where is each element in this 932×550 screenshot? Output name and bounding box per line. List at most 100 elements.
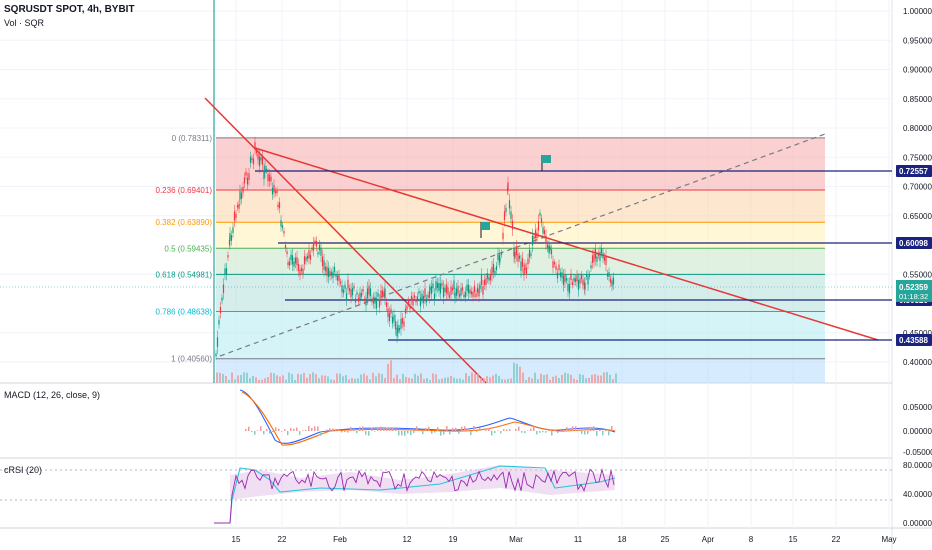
candle-body <box>568 284 571 294</box>
candle-body <box>424 288 426 298</box>
macd-histogram-bar <box>464 426 466 431</box>
macd-histogram-bar <box>284 429 286 431</box>
candle-body <box>576 275 578 282</box>
candle-body <box>550 249 553 255</box>
candle-body <box>297 264 300 271</box>
macd-histogram-bar <box>266 429 268 431</box>
volume-bar <box>249 378 251 383</box>
macd-histogram-bar <box>290 427 292 431</box>
candle-body <box>508 200 511 209</box>
macd-histogram-bar <box>524 431 526 434</box>
candle-body <box>480 275 483 285</box>
volume-bar <box>270 372 272 383</box>
volume-bar <box>558 378 560 383</box>
candle-body <box>236 205 239 208</box>
macd-histogram-bar <box>446 426 448 431</box>
volume-bar <box>243 372 245 383</box>
crsi-indicator-label: cRSI (20) <box>4 465 43 475</box>
candle-body <box>263 170 265 180</box>
macd-histogram-bar <box>530 428 532 431</box>
time-axis-label: Mar <box>509 535 523 544</box>
macd-histogram-bar <box>254 431 256 435</box>
candle-body <box>342 289 345 294</box>
candle-body <box>363 298 366 302</box>
macd-histogram-bar <box>443 431 445 435</box>
candle-body <box>326 266 328 276</box>
volume-bar <box>498 375 500 383</box>
candle-body <box>294 257 297 264</box>
volume-bar <box>225 375 227 383</box>
candle-body <box>381 290 384 296</box>
volume-bar <box>417 375 419 383</box>
candle-body <box>277 204 279 208</box>
macd-histogram-bar <box>245 429 247 431</box>
volume-bar <box>495 373 497 383</box>
macd-histogram-bar <box>341 431 343 433</box>
macd-histogram-bar <box>335 430 337 431</box>
candle-body <box>478 289 480 297</box>
volume-bar <box>486 376 488 383</box>
volume-bar <box>600 375 602 383</box>
candle-body <box>524 264 526 271</box>
volume-bar <box>366 375 368 383</box>
time-axis-label: 12 <box>403 535 412 544</box>
candle-body <box>534 229 537 239</box>
volume-bar <box>543 375 545 383</box>
macd-histogram-bar <box>614 430 616 431</box>
volume-bar <box>306 377 308 383</box>
volume-bar <box>264 378 266 383</box>
candle-body <box>506 188 509 192</box>
candle-body <box>224 268 226 275</box>
volume-bar <box>570 374 572 383</box>
candle-body <box>396 327 398 337</box>
macd-histogram-bar <box>560 430 562 431</box>
macd-histogram-bar <box>317 426 319 431</box>
volume-bar <box>480 378 482 383</box>
candle-body <box>472 291 474 297</box>
volume-bar <box>462 379 464 383</box>
volume-bar <box>312 372 314 383</box>
macd-histogram-bar <box>422 431 424 435</box>
volume-bar <box>327 376 329 383</box>
volume-bar <box>555 375 557 383</box>
volume-bar <box>360 374 362 383</box>
volume-bar <box>237 375 239 383</box>
macd-histogram-bar <box>368 431 370 436</box>
volume-bar <box>414 373 416 383</box>
candle-body <box>428 290 431 298</box>
candle-body <box>494 270 496 274</box>
macd-histogram-bar <box>416 426 418 431</box>
candle-body <box>470 291 473 295</box>
volume-bar <box>258 379 260 383</box>
price-tick-label: 0.70000 <box>903 183 932 192</box>
volume-bar <box>279 376 281 383</box>
macd-tick-label: 0.05000 <box>903 403 932 412</box>
candle-body <box>306 256 309 259</box>
price-tick-label: 1.00000 <box>903 7 932 16</box>
candle-body <box>330 272 333 276</box>
macd-histogram-bar <box>461 426 463 431</box>
volume-bar <box>384 378 386 383</box>
candle-body <box>388 312 391 321</box>
macd-histogram-bar <box>497 430 499 431</box>
candle-body <box>510 211 512 220</box>
macd-histogram-bar <box>533 426 535 431</box>
candle-body <box>537 221 540 231</box>
candle-body <box>570 273 572 280</box>
candle-body <box>394 320 397 330</box>
candle-body <box>254 142 256 150</box>
volume-bar <box>513 362 515 383</box>
time-axis-label: 18 <box>618 535 627 544</box>
macd-histogram-bar <box>473 426 475 431</box>
candle-body <box>260 157 262 161</box>
fib-zone <box>216 311 825 359</box>
volume-bar <box>321 375 323 383</box>
candle-body <box>605 255 607 265</box>
macd-histogram-bar <box>599 429 601 431</box>
candle-body <box>513 247 515 257</box>
candle-body <box>579 278 581 284</box>
macd-histogram-bar <box>545 431 547 433</box>
volume-bar <box>510 378 512 383</box>
